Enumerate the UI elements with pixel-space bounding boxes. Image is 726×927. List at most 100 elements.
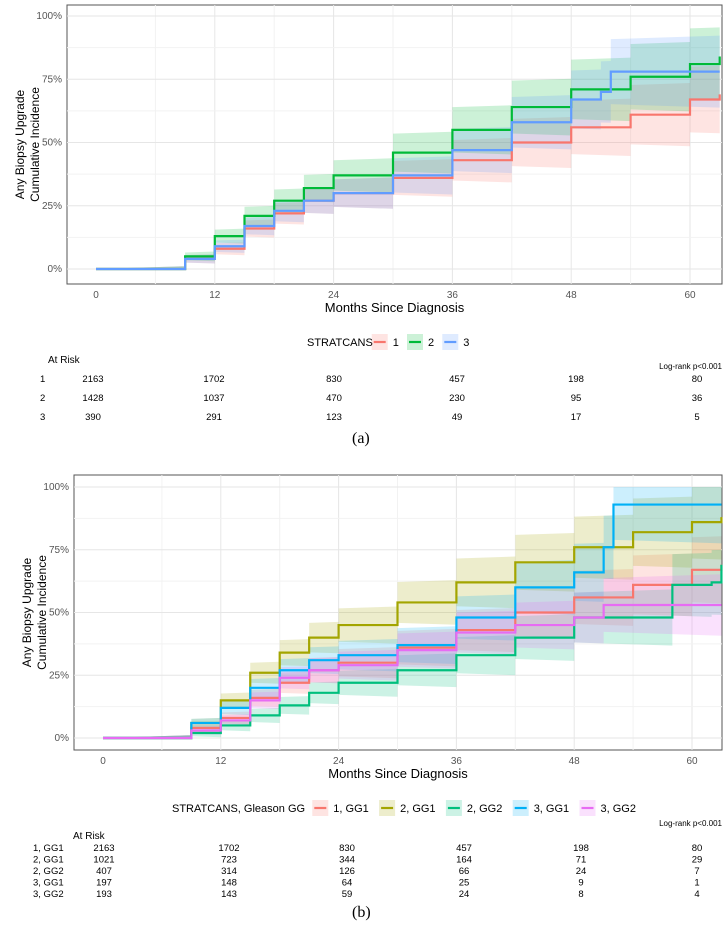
- risk-table-title: At Risk: [48, 355, 81, 366]
- legend-label: 1, GG1: [333, 803, 368, 815]
- risk-table-cell: 123: [326, 412, 342, 420]
- x-axis-title: Months Since Diagnosis: [325, 300, 465, 315]
- pvalue-label: Log-rank p<0.001: [659, 362, 722, 371]
- risk-table-cell: 25: [459, 878, 470, 889]
- risk-table-cell: 80: [692, 843, 703, 854]
- risk-row-label: 1, GG1: [33, 843, 64, 854]
- risk-table-cell: 49: [452, 412, 463, 420]
- x-tick-label: 12: [209, 290, 221, 301]
- risk-table-cell: 198: [568, 374, 584, 385]
- x-tick-label: 60: [686, 756, 698, 767]
- risk-row-label: 2, GG2: [33, 866, 64, 877]
- risk-table-cell: 470: [326, 393, 342, 404]
- risk-table-cell: 66: [459, 866, 470, 877]
- panel-label-b: (b): [352, 904, 371, 921]
- risk-table-cell: 723: [221, 855, 237, 866]
- risk-table-cell: 29: [692, 855, 703, 866]
- panel-label-a: (a): [352, 430, 370, 447]
- risk-row-label: 2, GG1: [33, 855, 64, 866]
- x-tick-label: 48: [566, 290, 578, 301]
- chart-a: 0 12 24 36 48 600%25%50%75%100%Months Since D…: [13, 4, 723, 420]
- risk-table-title: At Risk: [73, 831, 106, 842]
- risk-row-label: 3: [40, 412, 45, 420]
- risk-table-cell: 126: [339, 866, 355, 877]
- risk-table-cell: 407: [96, 866, 112, 877]
- risk-row-label: 3, GG2: [33, 889, 64, 900]
- risk-table-cell: 59: [342, 889, 353, 900]
- legend-title: STRATCANS, Gleason GG: [172, 803, 305, 815]
- risk-table-cell: 457: [456, 843, 472, 854]
- series-line-3GG2: [103, 603, 722, 740]
- risk-table-cell: 24: [576, 866, 587, 877]
- risk-table-cell: 148: [221, 878, 237, 889]
- confidence-band-2GG1: [103, 487, 722, 738]
- risk-table-cell: 193: [96, 889, 112, 900]
- risk-table-cell: 1702: [203, 374, 224, 385]
- risk-table-cell: 457: [449, 374, 465, 385]
- risk-table-cell: 164: [456, 855, 472, 866]
- risk-table-cell: 197: [96, 878, 112, 889]
- y-tick-label: 50%: [49, 608, 69, 619]
- risk-table-cell: 7: [694, 866, 699, 877]
- y-axis-title: Any Biopsy UpgradeCumulative Incidence: [13, 87, 42, 202]
- risk-table-cell: 2163: [82, 374, 103, 385]
- pvalue-label: Log-rank p<0.001: [659, 819, 722, 828]
- y-tick-label: 25%: [49, 670, 69, 681]
- x-tick-label: 36: [447, 290, 459, 301]
- y-tick-label: 75%: [42, 74, 62, 85]
- x-tick-label: 0: [93, 290, 99, 301]
- risk-table-cell: 17: [571, 412, 582, 420]
- risk-table-cell: 4: [694, 889, 699, 900]
- risk-table-cell: 314: [221, 866, 237, 877]
- legend-label: 2, GG1: [400, 803, 435, 815]
- risk-table-cell: 1021: [93, 855, 114, 866]
- risk-table-cell: 1428: [82, 393, 103, 404]
- risk-row-label: 3, GG1: [33, 878, 64, 889]
- x-tick-label: 12: [215, 756, 227, 767]
- x-tick-label: 24: [328, 290, 340, 301]
- x-axis-title: Months Since Diagnosis: [328, 766, 468, 781]
- confidence-band-3GG1: [103, 487, 722, 738]
- y-tick-label: 50%: [42, 138, 62, 149]
- x-tick-label: 0: [100, 756, 106, 767]
- x-tick-label: 48: [569, 756, 581, 767]
- risk-table-cell: 830: [339, 843, 355, 854]
- risk-table-cell: 198: [573, 843, 589, 854]
- risk-table-cell: 143: [221, 889, 237, 900]
- legend-label: 3, GG2: [601, 803, 636, 815]
- risk-table-cell: 9: [578, 878, 583, 889]
- risk-row-label: 1: [40, 374, 45, 385]
- y-axis-title: Any Biopsy UpgradeCumulative Incidence: [20, 555, 49, 670]
- risk-table-cell: 291: [206, 412, 222, 420]
- series-line-3GG1: [103, 503, 722, 740]
- x-tick-label: 60: [684, 290, 696, 301]
- risk-table-cell: 24: [459, 889, 470, 900]
- risk-table-cell: 80: [692, 374, 703, 385]
- confidence-band-3: [96, 35, 720, 270]
- y-tick-label: 100%: [43, 482, 69, 493]
- legend-title: STRATCANS: [307, 337, 373, 349]
- risk-table-cell: 1: [694, 878, 699, 889]
- y-tick-label: 75%: [49, 545, 69, 556]
- risk-table-cell: 5: [694, 412, 699, 420]
- risk-table-cell: 2163: [93, 843, 114, 854]
- risk-table-cell: 1037: [203, 393, 224, 404]
- confidence-band-1: [96, 60, 720, 270]
- y-tick-label: 0%: [48, 264, 63, 275]
- confidence-band-1GG1: [103, 530, 722, 738]
- risk-table-cell: 830: [326, 374, 342, 385]
- legend-label: 3: [463, 337, 469, 349]
- confidence-band-2GG2: [103, 530, 722, 738]
- x-tick-label: 36: [451, 756, 463, 767]
- confidence-band-2: [96, 19, 720, 269]
- legend-label: 2, GG2: [467, 803, 502, 815]
- risk-table-cell: 344: [339, 855, 355, 866]
- risk-row-label: 2: [40, 393, 45, 404]
- legend-label: 2: [428, 337, 434, 349]
- y-tick-label: 0%: [55, 733, 70, 744]
- legend-label: 1: [393, 337, 399, 349]
- series-line-3: [96, 70, 720, 271]
- risk-table-cell: 8: [578, 889, 583, 900]
- y-tick-label: 25%: [42, 201, 62, 212]
- risk-table-cell: 36: [692, 393, 703, 404]
